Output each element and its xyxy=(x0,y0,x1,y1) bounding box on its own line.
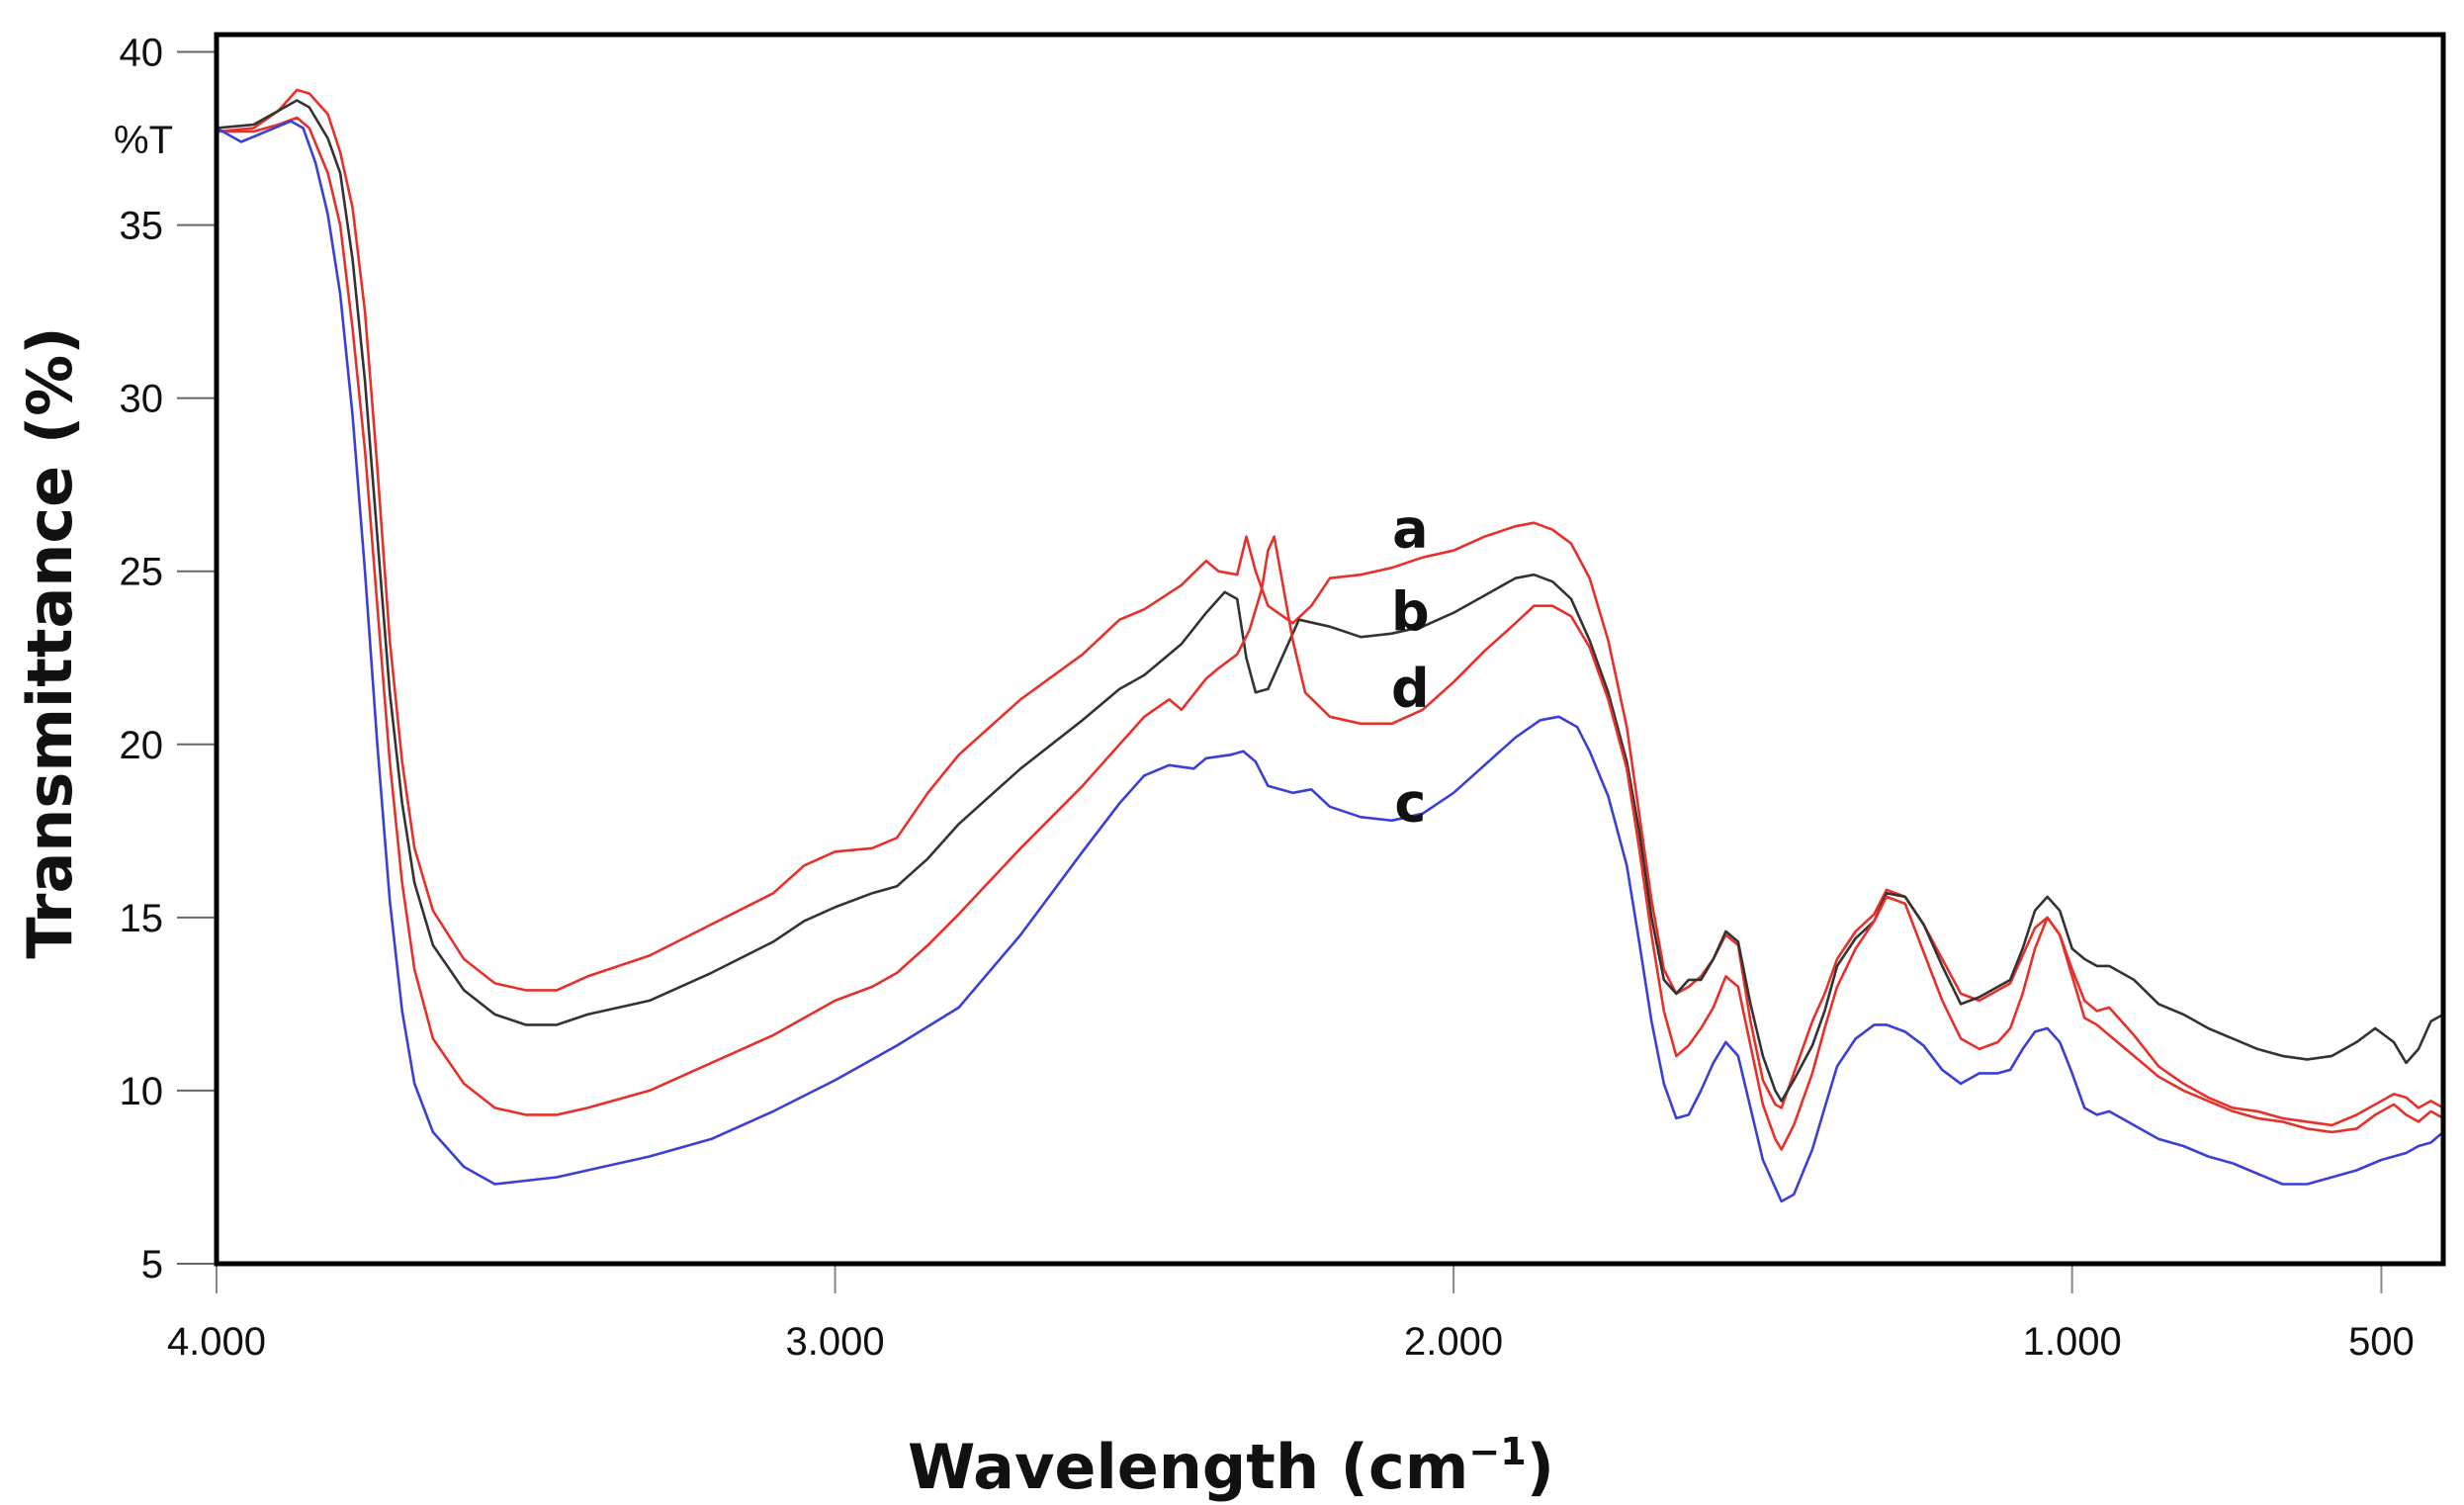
y-unit-label: %T xyxy=(114,119,173,162)
series-label-a: a xyxy=(1392,498,1428,561)
y-axis-title: Transmittance (%) xyxy=(14,326,86,958)
y-tick-label: 5 xyxy=(141,1243,163,1286)
x-axis-title-superscript: −1 xyxy=(1468,1430,1526,1473)
series-line-d xyxy=(215,116,2445,1151)
y-tick-label: 30 xyxy=(120,378,164,421)
y-tick-label: 15 xyxy=(120,897,164,940)
series-label-b: b xyxy=(1391,581,1430,644)
x-axis-title: Wavelength (cm−1) xyxy=(908,1430,1554,1503)
y-tick-label: 20 xyxy=(120,724,164,767)
x-tick-label: 500 xyxy=(2348,1320,2415,1364)
x-tick-label: 4.000 xyxy=(167,1320,266,1364)
series-layer xyxy=(215,88,2445,1203)
x-tick-label: 2.000 xyxy=(1404,1320,1503,1364)
series-label-d: d xyxy=(1391,658,1430,720)
y-tick-label: 10 xyxy=(120,1070,164,1113)
y-tick-label: 35 xyxy=(120,205,164,248)
series-label-c: c xyxy=(1394,771,1426,834)
series-line-a xyxy=(215,88,2445,1127)
x-axis-title-main: Wavelength (cm xyxy=(908,1431,1468,1503)
y-tick-label: 40 xyxy=(120,32,164,75)
y-tick-label: 25 xyxy=(120,551,164,594)
x-tick-label: 3.000 xyxy=(786,1320,885,1364)
series-line-c xyxy=(215,120,2445,1203)
x-tick-label: 1.000 xyxy=(2023,1320,2122,1364)
tick-labels: 40 35 30 25 20 15 10 54.000 3.000 2.000 1.000 500 xyxy=(120,32,2415,1364)
series-line-b xyxy=(215,99,2445,1103)
plot-frame xyxy=(214,32,2446,1267)
axis-ticks xyxy=(177,50,2383,1293)
x-axis-title-close: ) xyxy=(1527,1431,1554,1503)
